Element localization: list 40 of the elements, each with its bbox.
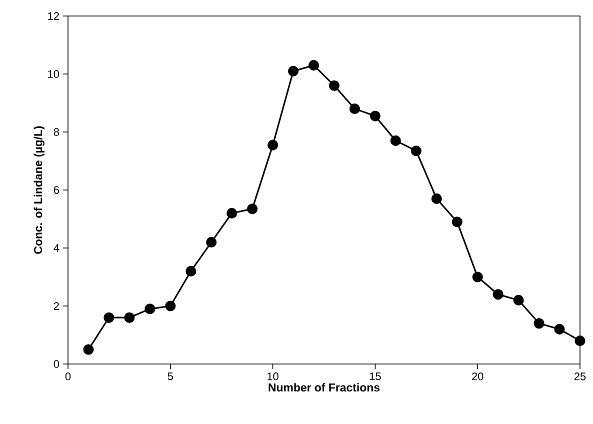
x-tick-label: 0 (65, 372, 71, 380)
point (288, 66, 299, 76)
point (349, 104, 360, 114)
point (226, 208, 238, 218)
x-tick-label: 10 (268, 372, 278, 380)
point (308, 60, 320, 71)
point (534, 318, 544, 329)
point (390, 135, 401, 146)
y-tick-label: 12 (48, 12, 59, 20)
point (268, 140, 278, 150)
point (472, 272, 483, 282)
y-tick-label: 0 (54, 360, 60, 368)
y-tick-label: 2 (54, 302, 59, 310)
point (328, 80, 340, 91)
point (206, 236, 217, 248)
x-tick-label: 25 (574, 372, 586, 380)
y-axis-title: Conc. of Lindane (µg/L) (34, 126, 44, 254)
x-tick-label: 15 (370, 372, 381, 380)
point (247, 204, 258, 214)
point (104, 312, 114, 323)
point (492, 289, 504, 300)
y-tick-label: 6 (54, 186, 59, 194)
point (83, 344, 94, 355)
point (574, 336, 586, 346)
point (186, 266, 196, 276)
point (124, 312, 135, 323)
point (144, 304, 156, 314)
y-tick-label: 10 (48, 70, 60, 78)
x-tick-label: 20 (472, 372, 484, 380)
y-tick-label: 4 (54, 244, 60, 252)
point (410, 146, 422, 156)
point (431, 193, 442, 204)
point (165, 300, 176, 312)
y-tick-label: 8 (54, 128, 59, 136)
x-tick-label: 5 (168, 372, 173, 380)
point (554, 324, 565, 334)
point (452, 216, 462, 228)
point (513, 294, 524, 306)
x-axis-title: Number of Fractions (268, 383, 380, 392)
point (370, 110, 380, 122)
